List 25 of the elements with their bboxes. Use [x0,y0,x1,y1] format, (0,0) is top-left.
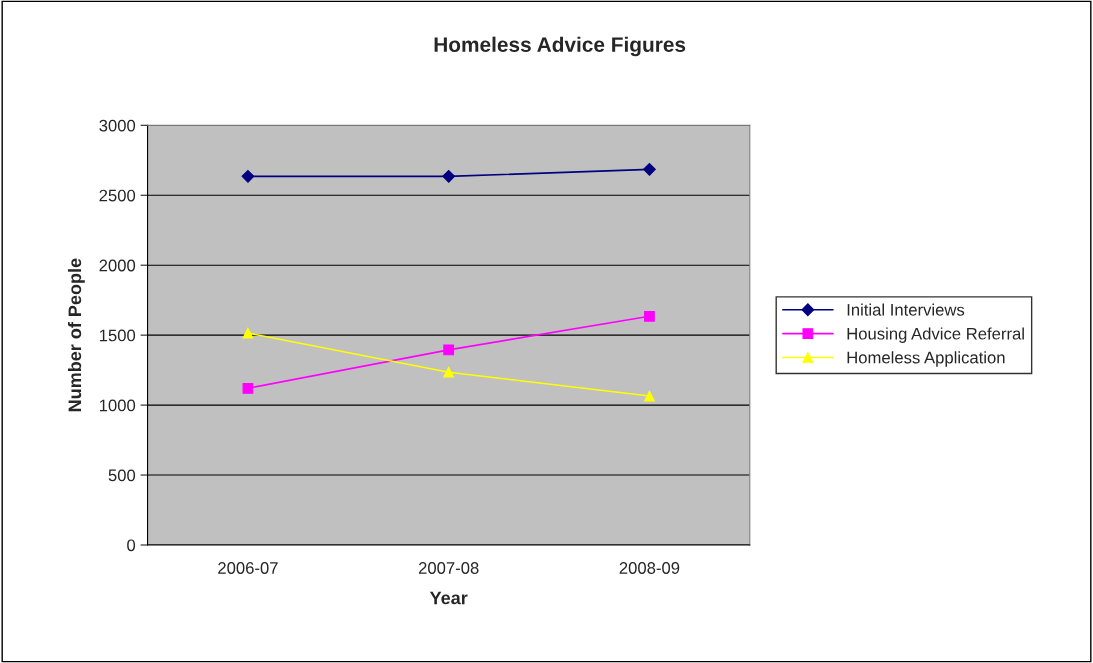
y-tick-label: 3000 [99,119,136,132]
legend-label: Initial Interviews [847,303,965,316]
y-tick-label: 2500 [99,189,136,202]
y-tick-label: 0 [127,539,136,552]
legend-label: Housing Advice Referral [847,327,1024,343]
x-axis-title: Year [429,591,468,605]
point [443,366,455,378]
point [443,344,455,356]
point [242,327,254,339]
chart-title: Homeless Advice Figures [434,36,686,57]
y-tick-label: 2000 [99,259,136,272]
point [241,169,255,183]
x-tick-label: 2008-09 [619,562,680,574]
y-tick-label: 500 [108,469,136,482]
y-tick-label: 1500 [99,329,136,342]
legend-label: Homeless Application [847,351,1005,367]
point [644,390,655,402]
point [442,169,456,183]
point [242,382,254,394]
point [644,310,655,322]
y-axis-title: Number of People [67,258,85,412]
x-tick-label: 2006-07 [218,562,278,574]
x-tick-label: 2007-08 [418,562,479,574]
point [643,162,656,176]
y-tick-label: 1000 [99,399,136,412]
